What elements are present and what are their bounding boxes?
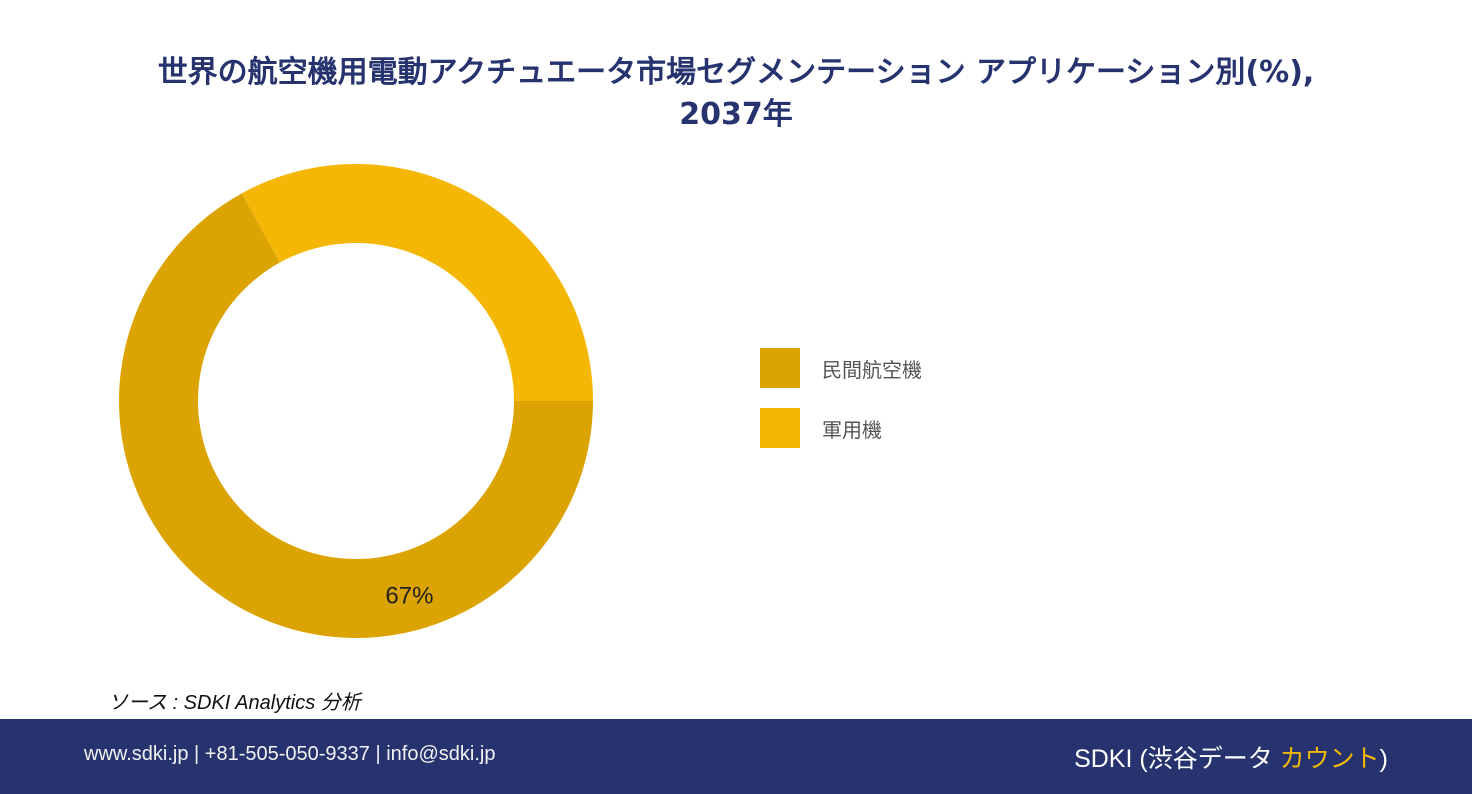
legend: 民間航空機 軍用機 [760, 348, 922, 468]
legend-label-military: 軍用機 [822, 417, 882, 442]
chart-title-line-2: 2037年 [679, 97, 793, 132]
donut-slice-civil[interactable] [118, 193, 593, 639]
brand-accent: カウント [1279, 745, 1380, 773]
brand-prefix: SDKI (渋谷データ [1074, 745, 1280, 773]
data-label-civil: 67% [385, 583, 433, 610]
brand-suffix: ) [1379, 745, 1388, 773]
legend-item-military[interactable]: 軍用機 [760, 408, 922, 448]
footer-bar: www.sdki.jp | +81-505-050-9337 | info@sd… [0, 719, 1472, 794]
legend-label-civil: 民間航空機 [822, 357, 922, 382]
legend-swatch-military [760, 408, 800, 448]
source-note: ソース : SDKI Analytics 分析 [108, 692, 361, 714]
legend-swatch-civil [760, 348, 800, 388]
chart-title-line-1: 世界の航空機用電動アクチュエータ市場セグメンテーション アプリケーション別(%)… [157, 55, 1315, 90]
footer-brand: SDKI (渋谷データ カウント) [1074, 739, 1388, 775]
chart-title: 世界の航空機用電動アクチュエータ市場セグメンテーション アプリケーション別(%)… [0, 52, 1472, 136]
donut-slice-military[interactable] [241, 164, 593, 401]
donut-chart: 67% [118, 164, 593, 639]
legend-item-civil[interactable]: 民間航空機 [760, 348, 922, 388]
footer-contact[interactable]: www.sdki.jp | +81-505-050-9337 | info@sd… [84, 743, 496, 765]
